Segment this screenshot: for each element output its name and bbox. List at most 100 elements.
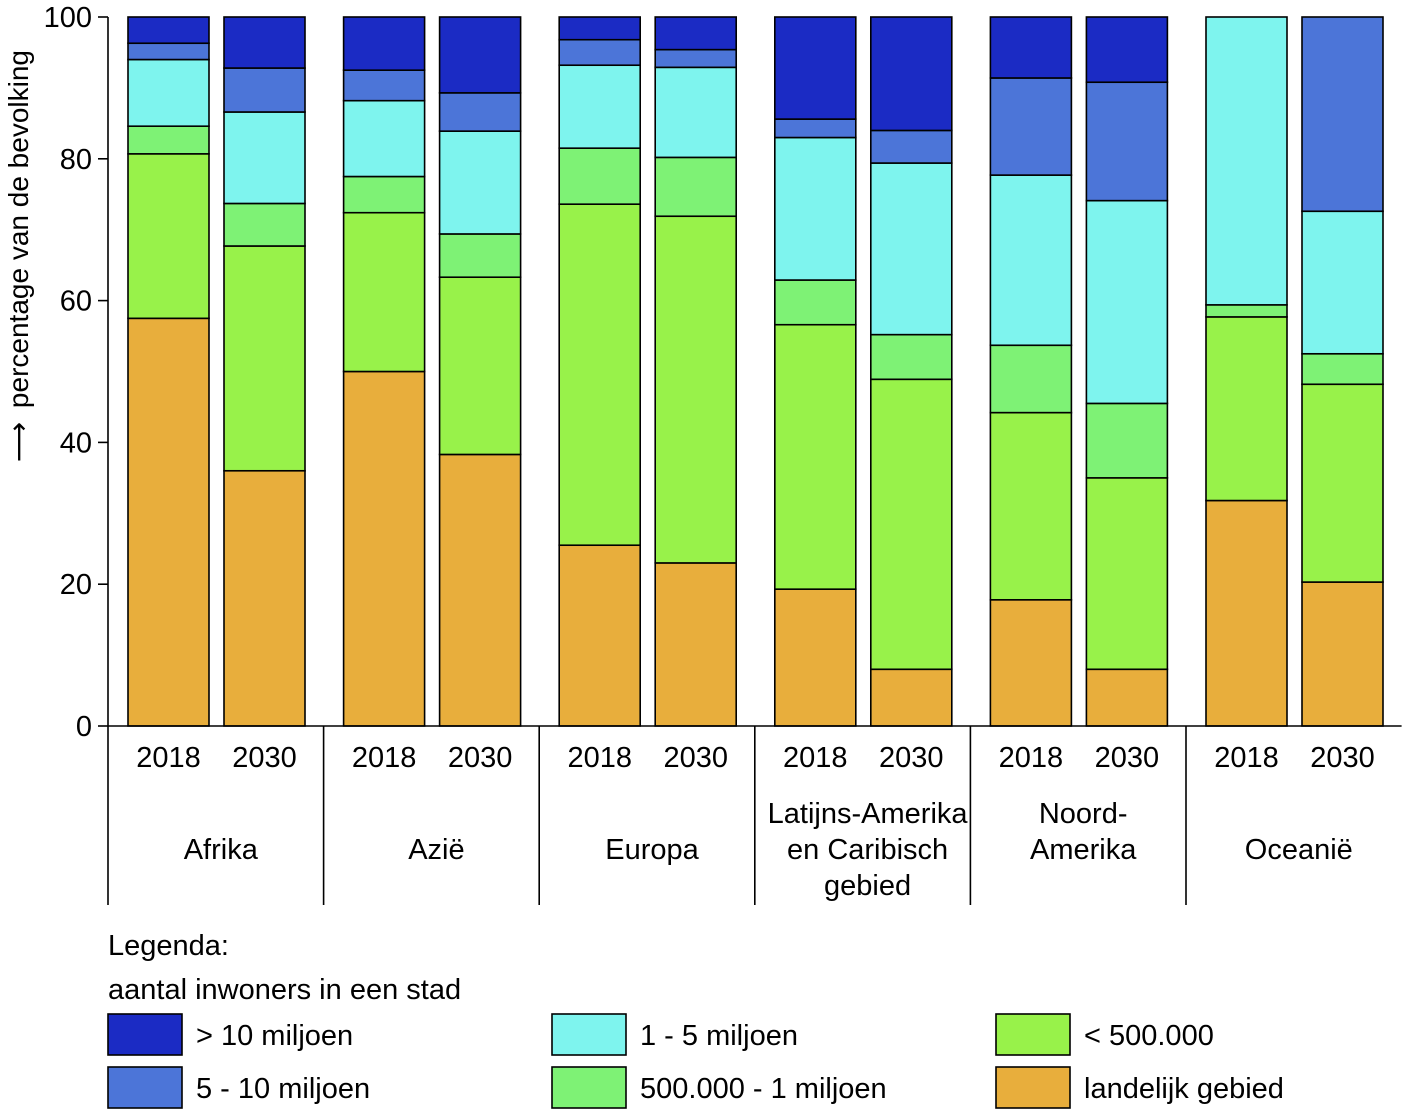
y-tick-label: 0 — [76, 711, 92, 743]
legend-swatch — [551, 1013, 627, 1056]
bar-segment — [989, 16, 1073, 79]
y-axis-label: ⟶ percentage van de bevolking — [3, 50, 34, 462]
bar-segment — [223, 202, 306, 247]
region-label: Noord- — [1039, 798, 1128, 830]
year-label: 2030 — [1310, 742, 1375, 774]
legend-label: 5 - 10 miljoen — [196, 1073, 370, 1105]
bar-segment — [773, 136, 857, 281]
bar-segment — [989, 77, 1073, 176]
bar-segment — [558, 544, 642, 727]
bar-segment — [127, 42, 210, 61]
legend-swatch — [107, 1013, 183, 1056]
y-tick-label: 100 — [44, 2, 92, 34]
bar-segment — [989, 174, 1073, 347]
bar-segment — [1085, 402, 1169, 479]
bar-segment — [342, 16, 426, 71]
region-label: en Caribisch — [787, 834, 948, 866]
bar-segment — [654, 66, 738, 159]
bar-segment — [342, 370, 426, 727]
bar-segment — [223, 245, 306, 472]
bar-segment — [1085, 16, 1169, 84]
bar-segment — [223, 469, 306, 727]
bar-segment — [438, 92, 522, 132]
bar-segment — [558, 203, 642, 547]
bar-segment — [1205, 304, 1288, 318]
year-label: 2018 — [136, 742, 201, 774]
bar-segment — [438, 130, 522, 235]
bar-segment — [438, 16, 522, 94]
y-axis-label-text: percentage van de bevolking — [3, 50, 34, 408]
y-tick-label: 40 — [60, 427, 92, 459]
bar-segment — [223, 111, 306, 205]
bar-segment — [558, 38, 642, 67]
bar-segment — [1301, 581, 1384, 727]
bar-segment — [869, 668, 953, 727]
bar-segment — [1085, 199, 1169, 405]
legend-label: 500.000 - 1 miljoen — [640, 1073, 887, 1105]
legend-swatch — [995, 1013, 1071, 1056]
legend-label: 1 - 5 miljoen — [640, 1020, 798, 1052]
bar-segment — [342, 69, 426, 102]
region-label: Azië — [408, 834, 464, 866]
legend-label: < 500.000 — [1084, 1020, 1214, 1052]
bar-segment — [773, 279, 857, 326]
bar-segment — [1085, 81, 1169, 202]
bar-segment — [1301, 383, 1384, 583]
bar-segment — [1085, 477, 1169, 671]
bars — [127, 16, 1384, 727]
bar-segment — [654, 215, 738, 564]
bar-segment — [1301, 210, 1384, 355]
bar-segment — [989, 598, 1073, 727]
bar-segment — [773, 588, 857, 727]
bar-segment — [558, 147, 642, 205]
bar-segment — [127, 16, 210, 45]
bar-segment — [558, 16, 642, 41]
x-axis: 2018 2030 Afrika 2018 2030 Azië 2018 2030 Europa… — [107, 725, 1402, 905]
bar-segment — [223, 16, 306, 69]
bar-segment — [773, 118, 857, 139]
region-label: Europa — [605, 834, 699, 866]
region-label: Oceanië — [1245, 834, 1353, 866]
y-tick-label: 80 — [60, 144, 92, 176]
bar-segment — [869, 162, 953, 336]
legend-title: Legenda: — [108, 930, 229, 962]
bar-segment — [127, 125, 210, 155]
bar-segment — [1205, 316, 1288, 502]
legend-swatch — [995, 1066, 1071, 1109]
bar-segment — [558, 64, 642, 149]
legend-swatch — [107, 1066, 183, 1109]
bar-segment — [438, 233, 522, 279]
bar-segment — [1205, 16, 1288, 306]
arrow-icon: ⟶ — [3, 422, 34, 462]
bar-segment — [342, 211, 426, 373]
year-label: 2018 — [783, 742, 848, 774]
bar-segment — [127, 58, 210, 127]
bar-segment — [869, 16, 953, 132]
bar-segment — [773, 16, 857, 120]
bar-segment — [654, 16, 738, 51]
bar-segment — [773, 323, 857, 590]
year-label: 2018 — [567, 742, 632, 774]
legend-subtitle: aantal inwoners in een stad — [108, 974, 461, 1006]
bar-segment — [869, 378, 953, 671]
year-label: 2030 — [663, 742, 728, 774]
y-tick-label: 20 — [60, 569, 92, 601]
bar-segment — [1205, 499, 1288, 727]
bar-segment — [869, 129, 953, 164]
bar-segment — [342, 175, 426, 214]
bar-segment — [342, 99, 426, 178]
bar-segment — [654, 562, 738, 727]
legend-swatch — [551, 1066, 627, 1109]
year-label: 2018 — [999, 742, 1064, 774]
year-label: 2018 — [352, 742, 417, 774]
bar-segment — [438, 276, 522, 456]
y-axis: 0 20 40 60 80 100 — [44, 2, 109, 743]
legend-label: landelijk gebied — [1084, 1073, 1284, 1105]
legend-label: > 10 miljoen — [196, 1020, 353, 1052]
year-label: 2030 — [1095, 742, 1160, 774]
region-label: gebied — [824, 870, 911, 902]
bar-segment — [654, 48, 738, 69]
legend: Legenda: aantal inwoners in een stad > 1… — [107, 930, 1284, 1109]
bar-segment — [1085, 668, 1169, 727]
